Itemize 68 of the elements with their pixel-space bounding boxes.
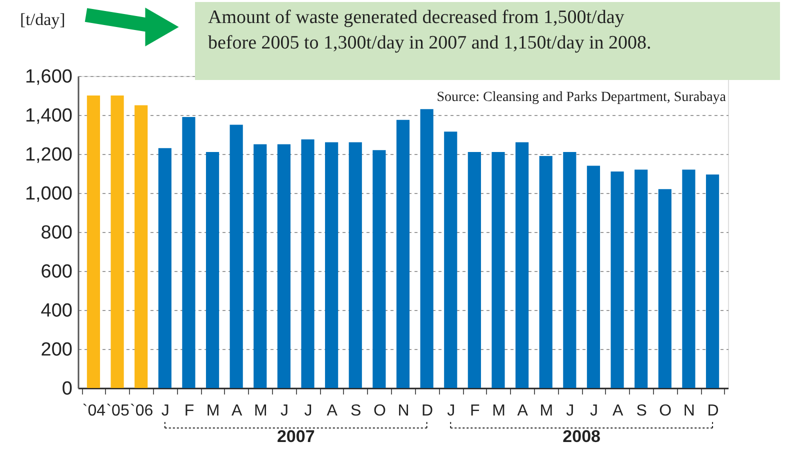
- x-tick-label: O: [373, 402, 386, 420]
- x-tick-label: J: [566, 402, 574, 420]
- bar: [468, 152, 481, 388]
- bar: [206, 152, 220, 388]
- y-tick-label: 1,200: [24, 144, 72, 166]
- chart-title: Amount of waste generated decreased from 1,500t/day before 2005 to 1,300t/day in 2007 and 1,150t/day in 2008.: [208, 7, 652, 54]
- bar: [444, 132, 458, 388]
- x-tick-label: O: [659, 402, 672, 420]
- y-tick-label: 400: [40, 300, 72, 322]
- text: 2008: [562, 427, 600, 446]
- x-tick-label: D: [707, 402, 719, 420]
- bar: [110, 96, 124, 388]
- bar: [706, 174, 720, 388]
- y-tick-label: 600: [40, 262, 72, 282]
- x-tick-label: M: [540, 402, 554, 420]
- y-tick-label: 800: [40, 222, 72, 244]
- bar: [325, 142, 338, 388]
- annotation: Source: Cleansing and Parks Department, Surabaya: [436, 90, 727, 105]
- bar: [682, 170, 696, 388]
- x-tick-label: `05: [106, 402, 130, 420]
- x-tick-label: J: [280, 402, 288, 420]
- y-tick-label: 1,000: [24, 184, 72, 204]
- bar: [610, 172, 624, 388]
- x-tick-label: A: [612, 402, 624, 420]
- y-tick-label: 200: [40, 340, 72, 360]
- y-tick-label: 1,600: [24, 66, 72, 88]
- bar: [634, 170, 648, 388]
- x-tick-label: F: [470, 402, 480, 420]
- x-tick-label: A: [231, 402, 242, 420]
- x-tick-label: `06: [130, 402, 154, 420]
- bar: [396, 120, 410, 388]
- y-tick-label: 1,400: [24, 106, 72, 126]
- bar: [658, 189, 672, 388]
- x-tick-label: N: [683, 402, 695, 420]
- y-tick-label: 0: [62, 378, 72, 400]
- bar: [420, 109, 434, 388]
- x-tick-label: D: [422, 402, 434, 420]
- bar: [539, 156, 552, 388]
- bar: [230, 124, 243, 388]
- x-tick-label: S: [636, 402, 647, 420]
- bar: [516, 142, 529, 388]
- x-tick-label: M: [492, 402, 506, 420]
- bar: [86, 96, 100, 388]
- x-tick-label: J: [447, 402, 456, 420]
- bar: [563, 152, 576, 388]
- x-tick-label: S: [350, 402, 362, 420]
- bar: [586, 166, 600, 388]
- bar: [277, 144, 290, 388]
- x-tick-label: J: [590, 402, 598, 420]
- x-tick-label: J: [161, 402, 170, 420]
- bar: [348, 142, 362, 388]
- bar: [254, 144, 267, 388]
- bar: [372, 150, 386, 388]
- y-axis-title: [t/day]: [20, 10, 66, 29]
- x-tick-label: N: [398, 402, 410, 420]
- x-tick-label: M: [254, 402, 268, 420]
- x-tick-label: A: [517, 402, 528, 420]
- x-tick-label: M: [206, 402, 220, 420]
- x-tick-label: F: [184, 402, 194, 420]
- bar: [301, 139, 314, 388]
- x-tick-label: A: [326, 402, 338, 420]
- x-tick-label: `04: [82, 402, 106, 420]
- text: 2007: [276, 427, 315, 446]
- bar: [182, 116, 196, 388]
- bar: [492, 152, 505, 388]
- bar: [134, 105, 148, 388]
- x-tick-label: J: [304, 402, 312, 420]
- bar: [158, 148, 172, 388]
